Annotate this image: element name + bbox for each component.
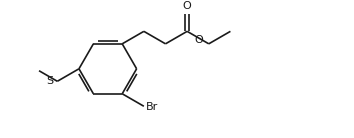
Text: O: O — [195, 34, 203, 44]
Text: S: S — [46, 76, 53, 86]
Text: O: O — [183, 1, 192, 11]
Text: Br: Br — [146, 102, 158, 112]
